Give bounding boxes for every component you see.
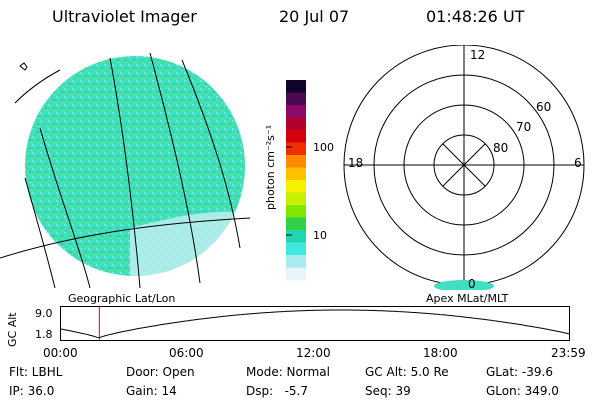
polar-caption: Apex MLat/MLT <box>426 292 509 305</box>
polar-aurora-patch <box>434 280 494 290</box>
geographic-map <box>0 52 251 289</box>
colorbar-cell <box>286 255 306 268</box>
date-label: 20 Jul 07 <box>279 7 350 26</box>
info-gc-alt: GC Alt: 5.0 Re <box>365 365 449 379</box>
colorbar-cell <box>286 267 306 281</box>
info-dsp: Dsp: -5.7 <box>246 384 309 398</box>
info-glat: GLat: -39.6 <box>486 365 553 379</box>
instrument-title: Ultraviolet Imager <box>52 7 197 26</box>
polar-label-0: 0 <box>468 277 476 290</box>
info-ip: IP: 36.0 <box>9 384 55 398</box>
colorbar-cell <box>286 167 306 181</box>
time-label: 01:48:26 UT <box>426 7 525 26</box>
timeline-tick-0000: 00:00 <box>43 346 78 360</box>
timeline-axis-title: GC Alt <box>6 312 19 347</box>
info-gain: Gain: 14 <box>126 384 177 398</box>
colorbar-unit-label: photon cm⁻²s⁻¹ <box>264 125 277 210</box>
map-caption: Geographic Lat/Lon <box>68 292 176 305</box>
coastline-icon <box>19 62 28 71</box>
colorbar-cell <box>286 205 306 218</box>
colorbar-cell <box>286 242 306 256</box>
info-glon: GLon: 349.0 <box>486 384 559 398</box>
timeline-tick-0600: 06:00 <box>169 346 204 360</box>
info-filter: Flt: LBHL <box>9 365 63 379</box>
timeline-y-bottom: 1.8 <box>35 328 53 341</box>
polar-plot: 12 60 70 80 18 6 0 <box>343 45 585 290</box>
timeline-y-top: 9.0 <box>35 307 53 320</box>
colorbar-cell <box>286 180 306 193</box>
polar-label-12: 12 <box>470 48 485 62</box>
colorbar-cell <box>286 130 306 143</box>
colorbar-cell <box>286 192 306 206</box>
colorbar-cell <box>286 217 306 231</box>
info-door: Door: Open <box>126 365 195 379</box>
colorbar-cell <box>286 230 306 243</box>
timeline-tick-1800: 18:00 <box>423 346 458 360</box>
info-seq: Seq: 39 <box>365 384 411 398</box>
colorbar-cell <box>286 117 306 131</box>
timeline-tick-2359: 23:59 <box>551 346 586 360</box>
colorbar: photon cm⁻²s⁻¹ <box>264 80 306 281</box>
polar-label-60: 60 <box>536 100 551 114</box>
colorbar-cell <box>286 80 306 93</box>
polar-label-80: 80 <box>493 141 508 155</box>
info-mode: Mode: Normal <box>246 365 330 379</box>
polar-label-6: 6 <box>574 156 582 170</box>
polar-label-70: 70 <box>516 120 531 134</box>
polar-label-18: 18 <box>348 156 363 170</box>
colorbar-tick-100: 100 <box>313 141 334 154</box>
colorbar-cell <box>286 155 306 168</box>
colorbar-tick-10: 10 <box>313 229 327 242</box>
altitude-timeline <box>60 306 571 341</box>
timeline-tick-1200: 12:00 <box>296 346 331 360</box>
colorbar-cell <box>286 92 306 106</box>
colorbar-cell <box>286 105 306 118</box>
colorbar-cell <box>286 142 306 156</box>
